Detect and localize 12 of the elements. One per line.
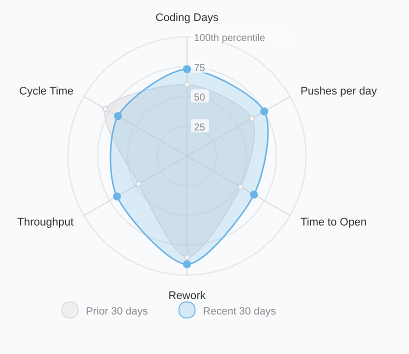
y-tick-label: 100th percentile [194, 33, 266, 44]
spoke-label: Coding Days [156, 12, 219, 24]
y-tick-label: 50 [194, 92, 206, 104]
spoke-label: Time to Open [300, 216, 367, 228]
spoke-label: Throughput [17, 216, 74, 228]
spoke-label: Pushes per day [300, 86, 378, 98]
legend-label: Recent 30 days [203, 306, 276, 318]
spoke-label: Rework [168, 290, 206, 302]
legend-label: Prior 30 days [86, 306, 148, 318]
y-tick-label: 25 [194, 122, 206, 134]
spoke-label: Cycle Time [19, 86, 74, 98]
y-tick-label: 75 [194, 62, 206, 74]
